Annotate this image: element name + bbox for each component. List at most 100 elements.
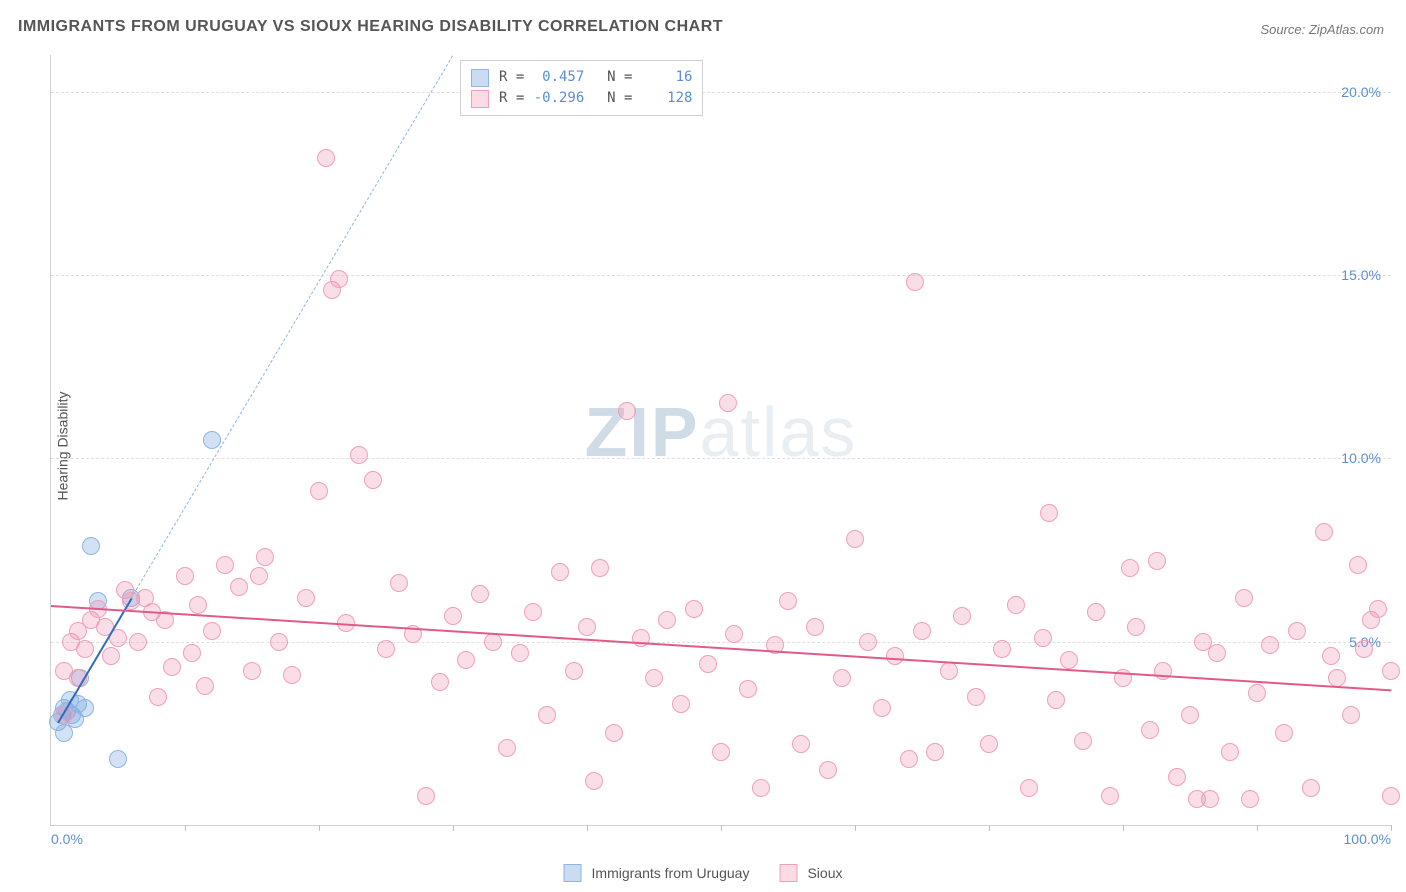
data-point bbox=[618, 402, 636, 420]
data-point bbox=[953, 607, 971, 625]
scatter-plot-area: ZIPatlas 5.0%10.0%15.0%20.0%0.0%100.0% bbox=[50, 55, 1391, 826]
data-point bbox=[699, 655, 717, 673]
data-point bbox=[1047, 691, 1065, 709]
data-point bbox=[183, 644, 201, 662]
data-point bbox=[1235, 589, 1253, 607]
data-point bbox=[725, 625, 743, 643]
data-point bbox=[906, 273, 924, 291]
data-point bbox=[256, 548, 274, 566]
data-point bbox=[913, 622, 931, 640]
data-point bbox=[739, 680, 757, 698]
data-point bbox=[216, 556, 234, 574]
data-point bbox=[364, 471, 382, 489]
data-point bbox=[471, 585, 489, 603]
data-point bbox=[511, 644, 529, 662]
trend-line bbox=[131, 55, 453, 598]
data-point bbox=[1121, 559, 1139, 577]
data-point bbox=[1322, 647, 1340, 665]
data-point bbox=[578, 618, 596, 636]
data-point bbox=[565, 662, 583, 680]
gridline bbox=[51, 92, 1391, 93]
data-point bbox=[55, 724, 73, 742]
x-tick bbox=[453, 825, 454, 831]
data-point bbox=[176, 567, 194, 585]
n-value: 16 bbox=[638, 67, 692, 88]
data-point bbox=[591, 559, 609, 577]
data-point bbox=[551, 563, 569, 581]
data-point bbox=[1221, 743, 1239, 761]
x-tick bbox=[1257, 825, 1258, 831]
data-point bbox=[1342, 706, 1360, 724]
legend-swatch bbox=[471, 90, 489, 108]
data-point bbox=[645, 669, 663, 687]
data-point bbox=[1201, 790, 1219, 808]
x-axis-min-label: 0.0% bbox=[51, 831, 83, 847]
data-point bbox=[283, 666, 301, 684]
data-point bbox=[1034, 629, 1052, 647]
data-point bbox=[1275, 724, 1293, 742]
data-point bbox=[189, 596, 207, 614]
x-tick bbox=[1391, 825, 1392, 831]
data-point bbox=[1074, 732, 1092, 750]
data-point bbox=[538, 706, 556, 724]
data-point bbox=[1315, 523, 1333, 541]
data-point bbox=[806, 618, 824, 636]
data-point bbox=[1148, 552, 1166, 570]
x-tick bbox=[855, 825, 856, 831]
data-point bbox=[377, 640, 395, 658]
r-value: 0.457 bbox=[530, 67, 584, 88]
data-point bbox=[1261, 636, 1279, 654]
legend-swatch bbox=[564, 864, 582, 882]
x-tick bbox=[185, 825, 186, 831]
data-point bbox=[980, 735, 998, 753]
data-point bbox=[1087, 603, 1105, 621]
data-point bbox=[230, 578, 248, 596]
data-point bbox=[719, 394, 737, 412]
data-point bbox=[1369, 600, 1387, 618]
data-point bbox=[1168, 768, 1186, 786]
data-point bbox=[129, 633, 147, 651]
data-point bbox=[585, 772, 603, 790]
n-label: N = bbox=[590, 67, 632, 88]
data-point bbox=[417, 787, 435, 805]
data-point bbox=[297, 589, 315, 607]
data-point bbox=[163, 658, 181, 676]
legend-swatch bbox=[471, 69, 489, 87]
legend-item: Sioux bbox=[779, 864, 842, 882]
data-point bbox=[1007, 596, 1025, 614]
data-point bbox=[940, 662, 958, 680]
gridline bbox=[51, 642, 1391, 643]
data-point bbox=[203, 431, 221, 449]
data-point bbox=[900, 750, 918, 768]
n-label: N = bbox=[590, 88, 632, 109]
r-label: R = bbox=[499, 67, 524, 88]
data-point bbox=[1020, 779, 1038, 797]
data-point bbox=[712, 743, 730, 761]
y-tick-label: 10.0% bbox=[1341, 450, 1381, 466]
data-point bbox=[431, 673, 449, 691]
data-point bbox=[317, 149, 335, 167]
data-point bbox=[76, 640, 94, 658]
r-value: -0.296 bbox=[530, 88, 584, 109]
data-point bbox=[102, 647, 120, 665]
data-point bbox=[1208, 644, 1226, 662]
data-point bbox=[967, 688, 985, 706]
data-point bbox=[350, 446, 368, 464]
data-point bbox=[819, 761, 837, 779]
data-point bbox=[846, 530, 864, 548]
data-point bbox=[685, 600, 703, 618]
data-point bbox=[444, 607, 462, 625]
legend-item: Immigrants from Uruguay bbox=[564, 864, 750, 882]
y-tick-label: 20.0% bbox=[1341, 84, 1381, 100]
data-point bbox=[1101, 787, 1119, 805]
gridline bbox=[51, 458, 1391, 459]
data-point bbox=[109, 750, 127, 768]
data-point bbox=[310, 482, 328, 500]
source-attribution: Source: ZipAtlas.com bbox=[1260, 22, 1384, 37]
data-point bbox=[993, 640, 1011, 658]
data-point bbox=[1288, 622, 1306, 640]
data-point bbox=[833, 669, 851, 687]
data-point bbox=[1355, 640, 1373, 658]
y-tick-label: 15.0% bbox=[1341, 267, 1381, 283]
data-point bbox=[1141, 721, 1159, 739]
